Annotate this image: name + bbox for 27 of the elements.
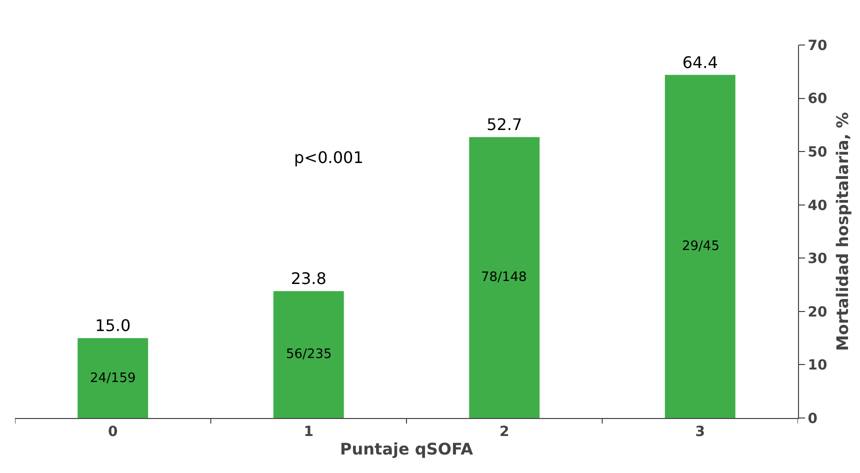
x-tick-label: 0 <box>108 424 118 440</box>
bar <box>78 338 148 418</box>
bar <box>469 137 540 418</box>
data-label: 15.0 <box>95 316 131 336</box>
y-tick-label: 30 <box>808 251 828 268</box>
y-tick-label: 10 <box>808 358 828 374</box>
x-tick-label: 1 <box>304 424 314 440</box>
x-tick-label: 2 <box>500 424 510 440</box>
annotation: 78/148 <box>481 270 527 285</box>
y-tick-label: 50 <box>808 144 828 160</box>
data-label: 64.4 <box>682 52 718 72</box>
data-label: 23.8 <box>290 269 326 288</box>
annotation: 29/45 <box>682 239 720 254</box>
annotation: 24/159 <box>90 371 136 386</box>
y-tick-label: 0 <box>808 410 818 427</box>
y-tick-label: 40 <box>808 198 828 214</box>
y-tick-label: 20 <box>808 304 828 320</box>
annotation: p<0.001 <box>294 148 364 167</box>
y-tick-label: 70 <box>808 38 828 54</box>
x-axis-title: Puntaje qSOFA <box>340 440 474 458</box>
bar <box>664 74 736 418</box>
bar <box>273 291 344 418</box>
y-axis-title: Mortalidad hospitalaria, % <box>833 112 852 351</box>
annotation: 56/235 <box>286 347 332 362</box>
y-tick-label: 60 <box>808 91 828 108</box>
data-label: 52.7 <box>486 115 522 134</box>
x-tick-label: 3 <box>695 424 706 440</box>
